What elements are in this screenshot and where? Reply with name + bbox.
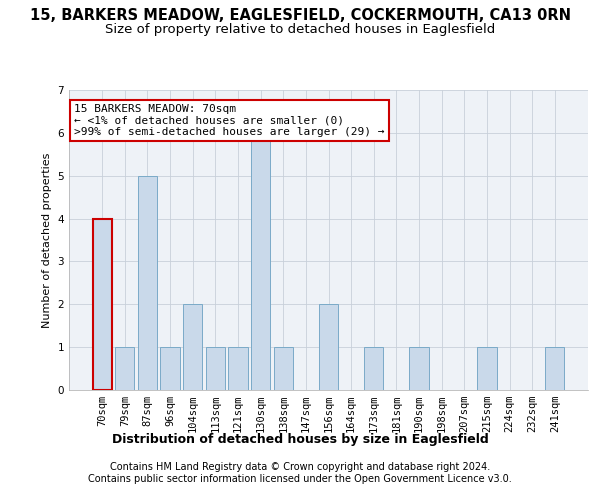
Bar [319,304,338,390]
Bar [477,347,497,390]
Text: 15 BARKERS MEADOW: 70sqm
← <1% of detached houses are smaller (0)
>99% of semi-d: 15 BARKERS MEADOW: 70sqm ← <1% of detach… [74,104,385,136]
Bar [251,133,270,390]
Bar [206,347,225,390]
Bar [138,176,157,390]
Bar [409,347,428,390]
Text: Contains public sector information licensed under the Open Government Licence v3: Contains public sector information licen… [88,474,512,484]
Text: Size of property relative to detached houses in Eaglesfield: Size of property relative to detached ho… [105,22,495,36]
Bar [545,347,565,390]
Text: Contains HM Land Registry data © Crown copyright and database right 2024.: Contains HM Land Registry data © Crown c… [110,462,490,472]
Bar [229,347,248,390]
Y-axis label: Number of detached properties: Number of detached properties [42,152,52,328]
Bar [160,347,180,390]
Text: 15, BARKERS MEADOW, EAGLESFIELD, COCKERMOUTH, CA13 0RN: 15, BARKERS MEADOW, EAGLESFIELD, COCKERM… [29,8,571,22]
Bar [115,347,134,390]
Bar [364,347,383,390]
Bar [274,347,293,390]
Text: Distribution of detached houses by size in Eaglesfield: Distribution of detached houses by size … [112,432,488,446]
Bar [183,304,202,390]
Bar [92,218,112,390]
